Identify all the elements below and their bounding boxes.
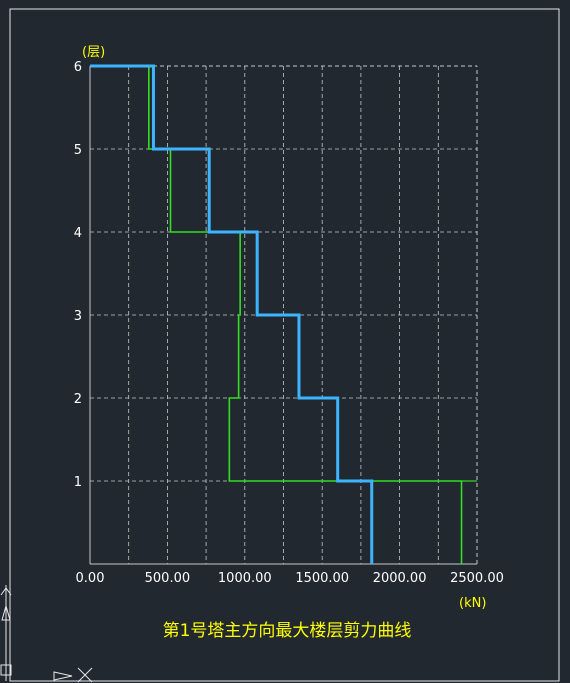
chart-title: 第1号塔主方向最大楼层剪力曲线 [163,621,412,641]
series-line-blue [90,64,374,564]
series-layer [90,64,477,564]
drawing-frame [9,8,560,682]
x-tick-label: 1000.00 [218,571,272,586]
series-line-green [90,65,463,564]
y-tick-label: 6 [74,60,82,75]
axes [89,65,478,565]
x-tick-label: 0.00 [76,571,105,586]
labels: 0.00 500.00 1000.00 1500.00 2000.00 2500.00 1 2… [74,60,504,586]
y-tick-label: 2 [74,392,82,407]
y-tick-label: 3 [74,309,82,324]
ucs-icon [0,585,93,683]
y-tick-label: 4 [74,226,82,241]
x-tick-label: 1500.00 [295,571,349,586]
x-tick-label: 2500.00 [450,571,504,586]
x-tick-label: 500.00 [145,571,191,586]
x-unit-label: (kN) [459,596,486,611]
y-unit-label: (层) [82,45,105,60]
x-tick-label: 2000.00 [373,571,427,586]
y-tick-label: 1 [74,475,82,490]
y-tick-label: 5 [74,143,82,158]
